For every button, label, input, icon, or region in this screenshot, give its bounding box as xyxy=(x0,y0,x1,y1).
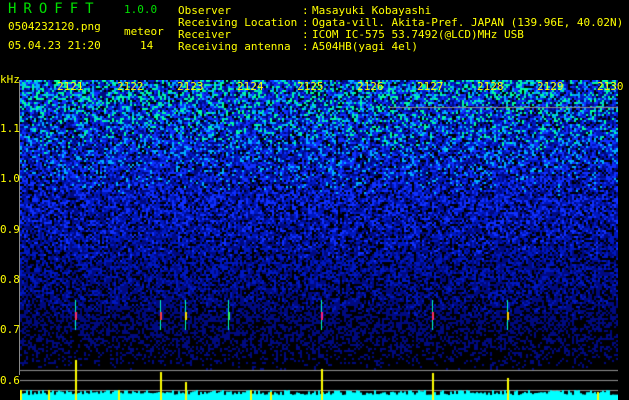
x-tick-label: 2126 xyxy=(357,80,384,93)
app-title: HROFFT xyxy=(8,1,101,17)
meteor-label: meteor xyxy=(124,25,164,38)
info-value: Masayuki Kobayashi xyxy=(312,4,432,17)
x-tick-label: 2130 xyxy=(597,80,624,93)
info-separator: : xyxy=(302,16,309,29)
filename: 0504232120.png xyxy=(8,20,101,33)
x-tick-label: 2125 xyxy=(297,80,324,93)
info-separator: : xyxy=(302,40,309,53)
datetime: 05.04.23 21:20 xyxy=(8,39,101,52)
y-tick-label: 0.9 xyxy=(0,222,20,236)
info-separator: : xyxy=(302,28,309,41)
meteor-count: 14 xyxy=(140,39,154,52)
x-tick-label: 2124 xyxy=(237,80,264,93)
x-tick-label: 2122 xyxy=(117,80,144,93)
y-tick-label: 0.8 xyxy=(0,272,20,286)
info-label: Receiver xyxy=(178,28,231,41)
spectrogram xyxy=(20,80,618,400)
x-tick-label: 2128 xyxy=(477,80,504,93)
info-label: Receiving antenna xyxy=(178,40,291,53)
x-tick-label: 2123 xyxy=(177,80,204,93)
info-value: ICOM IC-575 53.7492(@LCD)MHz USB xyxy=(312,28,524,41)
x-tick-label: 2129 xyxy=(537,80,564,93)
info-label: Observer xyxy=(178,4,231,17)
y-tick-label: 1.1 xyxy=(0,122,20,135)
y-tick-label: 0.6 xyxy=(0,373,20,387)
info-value: Ogata-vill. Akita-Pref. JAPAN (139.96E, … xyxy=(312,16,624,29)
info-separator: : xyxy=(302,4,309,17)
y-tick-label: 1.0 xyxy=(0,172,20,186)
x-tick-label: 2121 xyxy=(57,80,84,93)
app-version: 1.0.0 xyxy=(124,3,158,16)
y-axis xyxy=(19,80,20,375)
y-unit: kHz xyxy=(0,73,20,86)
info-value: A504HB(yagi 4el) xyxy=(312,40,418,53)
info-label: Receiving Location xyxy=(178,16,298,29)
y-tick-label: 0.7 xyxy=(0,323,20,337)
x-tick-label: 2127 xyxy=(417,80,444,93)
